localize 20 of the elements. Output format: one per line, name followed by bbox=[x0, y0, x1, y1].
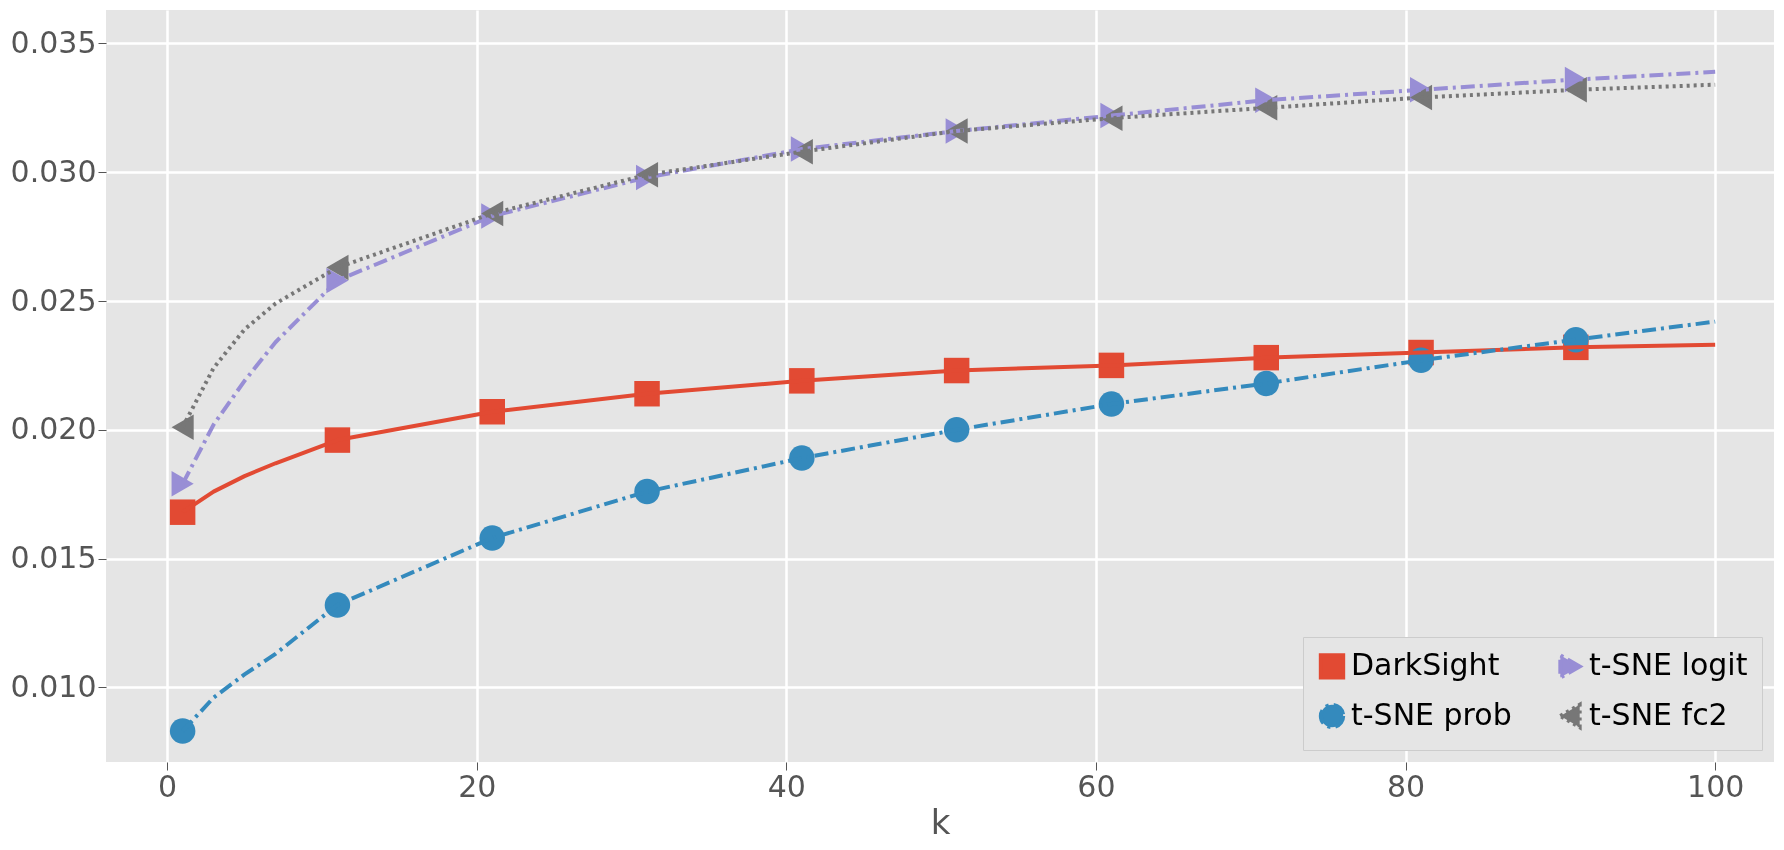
y-tick-label: 0.030 bbox=[10, 153, 97, 189]
x-axis-title: k bbox=[930, 801, 951, 842]
point bbox=[169, 499, 196, 525]
legend-label: t-SNE logit bbox=[1589, 647, 1748, 683]
x-tick-label: 60 bbox=[1077, 768, 1116, 804]
y-tick-label: 0.015 bbox=[10, 540, 97, 576]
legend-label: t-SNE prob bbox=[1351, 697, 1512, 732]
legend-label: t-SNE fc2 bbox=[1589, 697, 1728, 732]
x-tick-label: 40 bbox=[767, 768, 806, 804]
x-tick-label: 20 bbox=[458, 768, 497, 804]
point bbox=[169, 718, 196, 744]
legend-label: DarkSight bbox=[1351, 647, 1500, 683]
y-tick-label: 0.010 bbox=[10, 668, 97, 704]
x-tick-label: 0 bbox=[158, 768, 178, 804]
y-tick-label: 0.035 bbox=[10, 24, 97, 60]
y-tick-label: 0.020 bbox=[10, 411, 97, 447]
x-tick-label: 100 bbox=[1687, 768, 1745, 804]
x-tick-label: 80 bbox=[1386, 768, 1426, 804]
y-tick-label: 0.025 bbox=[10, 282, 97, 318]
point bbox=[171, 414, 194, 440]
